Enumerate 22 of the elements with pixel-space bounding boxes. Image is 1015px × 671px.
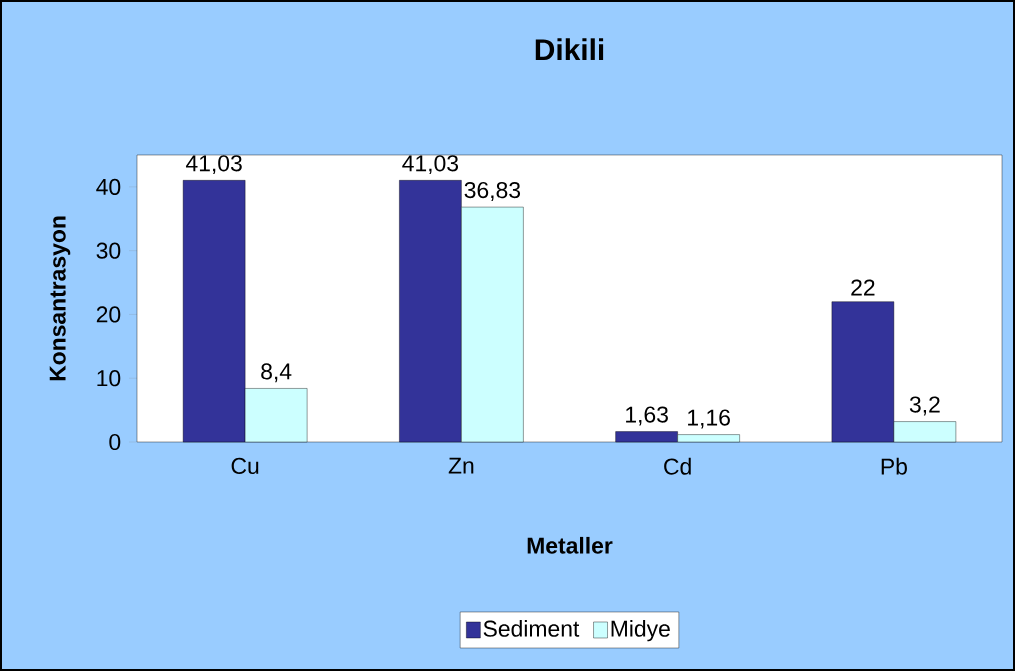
data-label: 22 — [851, 279, 875, 296]
y-tick-label: 40 — [96, 178, 121, 195]
x-tick-label: Cd — [664, 457, 691, 475]
legend-label: Midye — [611, 619, 670, 642]
data-label: 41,03 — [185, 155, 242, 175]
chart-title: Dikili — [535, 38, 604, 60]
y-tick-label: 30 — [96, 242, 121, 259]
x-tick-label: Cu — [231, 457, 259, 475]
x-tick-label: Pb — [881, 457, 907, 475]
data-label: 3,2 — [909, 396, 940, 416]
data-label: 41,03 — [402, 155, 459, 175]
data-label: 1,16 — [688, 409, 730, 429]
y-axis-title: Konsantrasyon — [49, 216, 71, 381]
legend-label: Sediment — [483, 619, 580, 637]
data-label: 1,63 — [626, 406, 668, 426]
data-label: 8,4 — [261, 363, 292, 383]
y-tick-label: 10 — [97, 370, 121, 387]
y-tick-label: 0 — [109, 433, 121, 451]
data-label: 36,83 — [464, 181, 521, 201]
x-axis-title: Metaller — [527, 536, 613, 554]
y-tick-label: 20 — [96, 306, 121, 323]
x-tick-label: Zn — [448, 457, 474, 474]
